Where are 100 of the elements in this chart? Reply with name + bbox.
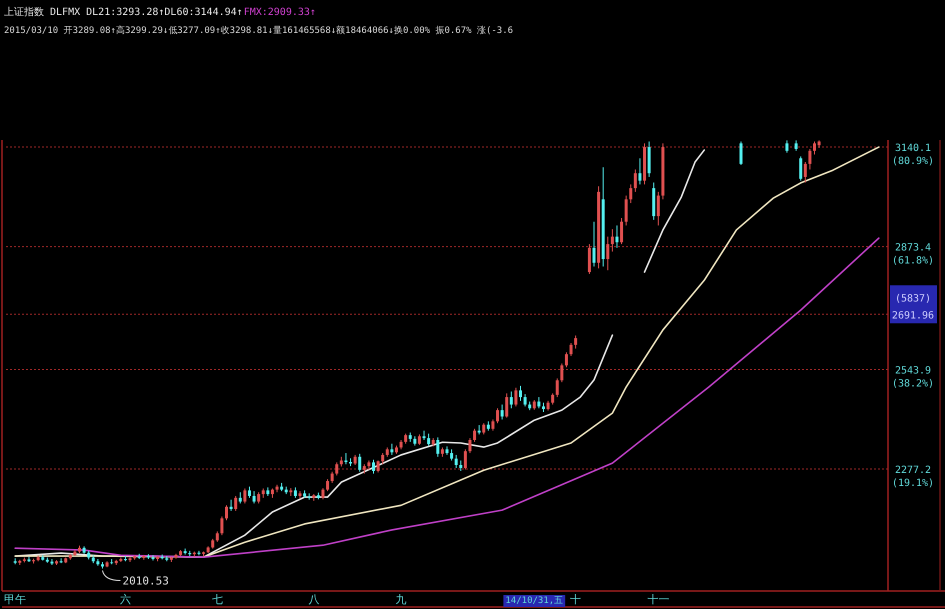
candlestick bbox=[464, 448, 467, 470]
text: FMX:2909.33↑ bbox=[244, 7, 316, 18]
candlestick bbox=[785, 140, 788, 154]
candlestick bbox=[321, 488, 324, 500]
candlestick bbox=[234, 495, 238, 512]
candlestick bbox=[574, 335, 578, 350]
candlestick bbox=[427, 433, 430, 446]
candlestick bbox=[799, 156, 802, 182]
candlestick bbox=[220, 516, 224, 536]
y-tick-label: 2873.4 bbox=[894, 242, 932, 254]
candlestick bbox=[243, 488, 246, 504]
x-tick-label: 七 bbox=[212, 593, 223, 606]
candlestick bbox=[656, 191, 660, 226]
text: (5837) bbox=[894, 293, 932, 304]
candlestick bbox=[804, 162, 807, 184]
candlestick bbox=[564, 352, 568, 368]
x-tick-label: 十一 bbox=[647, 593, 670, 606]
candlestick bbox=[459, 460, 462, 472]
candlestick bbox=[340, 456, 343, 467]
candlestick bbox=[413, 436, 416, 446]
candlestick bbox=[408, 432, 412, 442]
candlestick bbox=[496, 408, 500, 424]
candlestick bbox=[532, 400, 536, 410]
candlestick bbox=[592, 221, 596, 267]
x-tick-label: 甲午 bbox=[4, 593, 26, 606]
candlestick bbox=[381, 452, 384, 465]
candlestick bbox=[344, 452, 348, 465]
line-series bbox=[14, 237, 880, 558]
candlestick bbox=[330, 471, 334, 484]
candlestick bbox=[486, 420, 490, 432]
candlestick bbox=[560, 363, 564, 383]
candlestick bbox=[542, 402, 545, 413]
candlestick bbox=[440, 446, 444, 458]
candlestick bbox=[556, 378, 559, 398]
annotation: 2010.53 bbox=[122, 574, 169, 588]
candlestick bbox=[537, 396, 540, 409]
candlestick bbox=[216, 530, 219, 542]
candlestick bbox=[740, 140, 742, 166]
candlestick bbox=[270, 488, 274, 498]
candlestick bbox=[252, 490, 256, 504]
candlestick bbox=[629, 184, 632, 204]
y2-tick-label: (19.1%) bbox=[892, 478, 934, 490]
candlestick bbox=[551, 392, 554, 406]
candlestick bbox=[404, 433, 408, 444]
candlestick bbox=[624, 195, 628, 226]
candlestick bbox=[570, 342, 573, 357]
candlestick bbox=[436, 436, 440, 458]
candlestick bbox=[372, 459, 375, 474]
candlestick bbox=[362, 464, 366, 474]
y-tick-label: 2691.96 bbox=[892, 310, 934, 322]
x-tick-label: 六 bbox=[120, 593, 131, 606]
candlestick bbox=[225, 504, 228, 521]
text: 2015/03/10 开3289.08↑高3299.29↓低3277.09↑收3298.81↓量161465568↓额18464066↓换0.00% 振0.67% 涨(-3.6 bbox=[4, 25, 514, 36]
candlestick bbox=[519, 385, 522, 402]
candlestick bbox=[794, 140, 798, 152]
candlestick bbox=[418, 434, 421, 446]
candlestick bbox=[257, 492, 260, 504]
candlestick bbox=[524, 394, 527, 407]
candlestick bbox=[454, 454, 458, 468]
text: 上证指数 DLFMX DL21:3293.28↑DL60:3144.94↑ bbox=[4, 6, 243, 18]
candlestick bbox=[386, 446, 389, 458]
candlestick bbox=[238, 492, 242, 504]
y2-tick-label: (61.8%) bbox=[892, 256, 934, 267]
candlestick bbox=[262, 488, 265, 498]
candlestick bbox=[450, 448, 454, 462]
candlestick bbox=[482, 422, 486, 435]
candlestick bbox=[808, 148, 812, 170]
candlestick bbox=[620, 217, 624, 245]
candlestick bbox=[615, 224, 618, 248]
candlestick bbox=[500, 404, 504, 420]
candlestick bbox=[358, 453, 362, 472]
candlestick bbox=[335, 462, 338, 476]
x-tick-label: 九 bbox=[396, 593, 407, 606]
x-tick-label: 八 bbox=[308, 593, 320, 606]
candlestick bbox=[248, 486, 251, 498]
candlestick bbox=[638, 158, 642, 185]
candlestick bbox=[610, 228, 614, 252]
line-series bbox=[14, 146, 880, 558]
line-series bbox=[644, 149, 706, 273]
candlestick bbox=[606, 236, 610, 271]
y-tick-label: 2543.9 bbox=[894, 366, 932, 377]
candlestick bbox=[354, 454, 357, 466]
candlestick bbox=[491, 418, 494, 432]
candlestick bbox=[505, 392, 508, 418]
candlestick bbox=[294, 486, 297, 498]
candlestick bbox=[376, 460, 380, 473]
candlestick bbox=[473, 428, 476, 442]
candlestick bbox=[390, 443, 394, 456]
candlestick bbox=[510, 390, 513, 409]
y2-tick-label: (38.2%) bbox=[892, 378, 934, 390]
candlestick bbox=[468, 438, 472, 454]
x-tick-label: 14/10/31,五 bbox=[505, 596, 564, 606]
candlestick bbox=[400, 440, 403, 450]
y2-tick-label: (80.9%) bbox=[892, 156, 934, 168]
candlestick bbox=[211, 538, 214, 550]
candlestick bbox=[367, 460, 370, 470]
y-tick-label: 3140.1 bbox=[894, 143, 932, 154]
candlestick bbox=[478, 424, 481, 435]
candlestick bbox=[546, 400, 550, 412]
y-tick-label: 2277.2 bbox=[894, 465, 932, 476]
